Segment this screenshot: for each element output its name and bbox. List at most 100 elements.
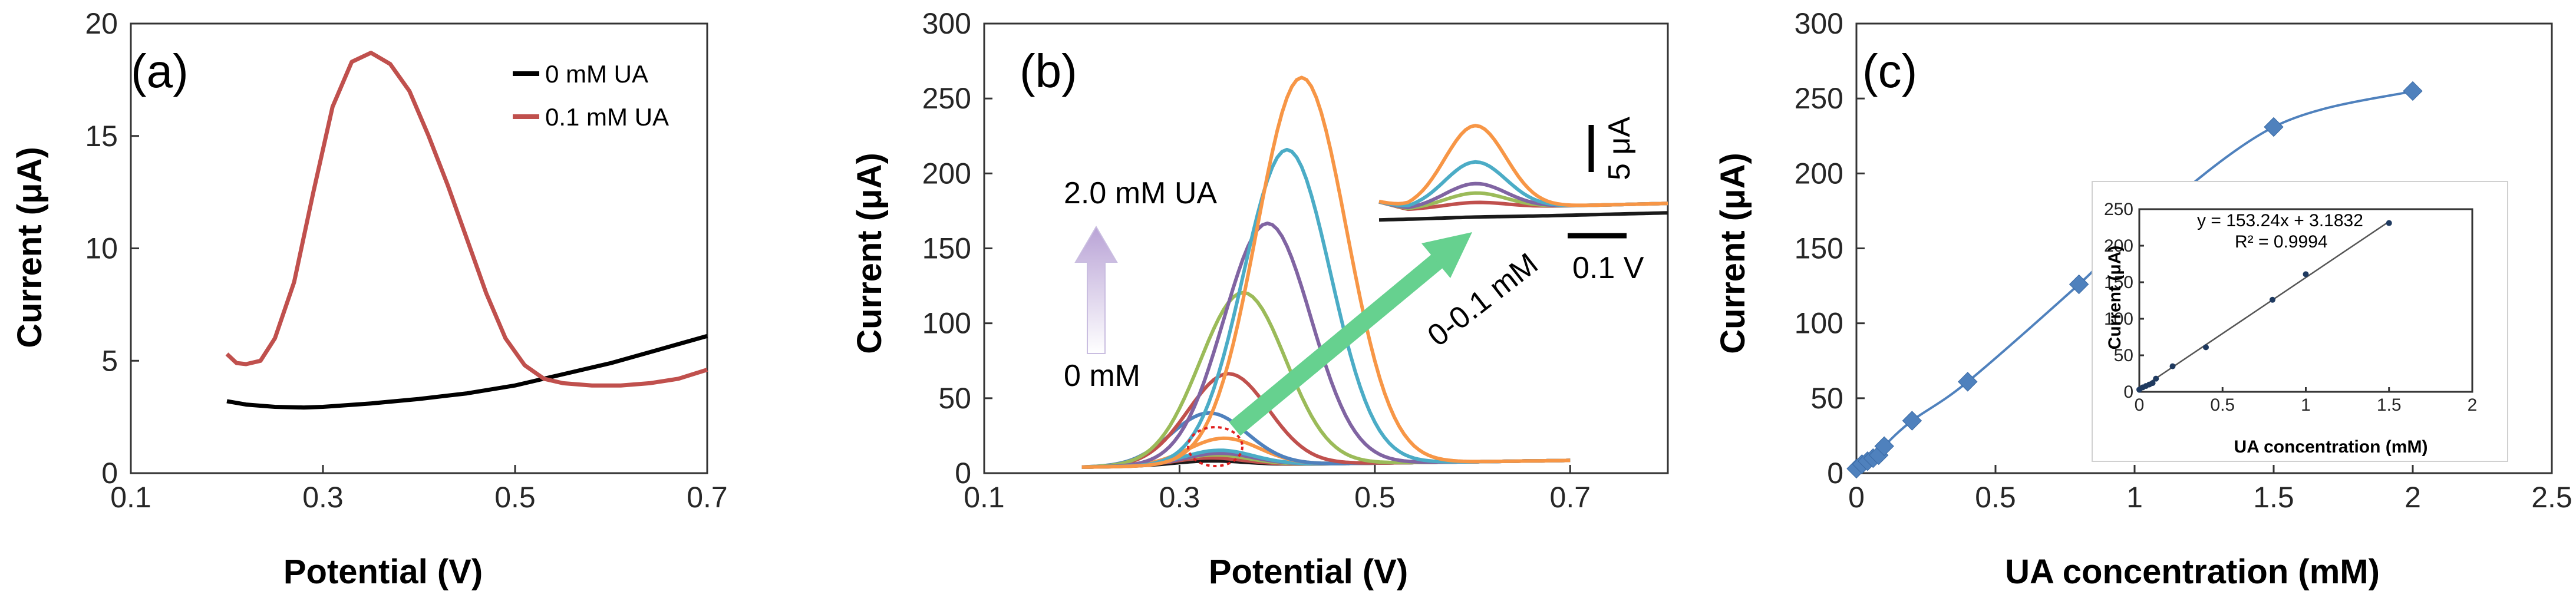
panel-a-xtick-label: 0.7 <box>687 481 728 514</box>
panel-a-plot-frame <box>130 22 708 474</box>
panel-c-xtick-label: 2 <box>2405 481 2421 514</box>
panel-b-ytick-label: 50 <box>938 382 971 415</box>
panel-c-xtick-label: 0 <box>1848 481 1865 514</box>
inset-frame <box>2092 181 2508 462</box>
panel-c-ytick-label: 250 <box>1795 82 1843 115</box>
panel-a-ytick-label: 10 <box>85 232 118 265</box>
inset-series <box>2136 220 2392 393</box>
panel-c-point-6 <box>1902 411 1922 431</box>
panel-b-axes: 0.1 0.3 0.5 0.7 0 50 100 150 200 250 300 <box>922 7 1669 514</box>
panel-c-point-7 <box>1958 372 1978 392</box>
highlight-circle <box>1187 426 1244 467</box>
panel-b-ylabel: Current (μA) <box>850 153 889 354</box>
panel-c-point-5 <box>1874 436 1894 456</box>
panel-c-xtick-label: 2.5 <box>2531 481 2572 514</box>
inset-point-10 <box>2386 220 2392 226</box>
panel-b-ytick-label: 150 <box>922 232 971 265</box>
scale-label-current: 5 μA <box>1602 117 1637 180</box>
panel-b-series-line-7 <box>1081 372 1571 469</box>
panel-a-series-line-0 <box>226 333 708 410</box>
inset-xtick-label: 2 <box>2468 395 2478 415</box>
inset-ytick-label: 0 <box>2123 382 2133 402</box>
panel-b-series-line-11 <box>1081 75 1571 469</box>
inset-xtick-label: 0.5 <box>2210 395 2235 415</box>
panel-a-series <box>225 51 708 410</box>
inset-xtick-label: 0 <box>2135 395 2145 415</box>
panel-c-label: (c) <box>1862 45 1917 97</box>
panel-c-ytick-label: 50 <box>1810 382 1843 415</box>
panel-b-inset <box>1378 124 1668 222</box>
panel-c-xtick-label: 0.5 <box>1975 481 2016 514</box>
panel-b: 0.1 0.3 0.5 0.7 0 50 100 150 200 250 300 (b) Poten… <box>850 7 1669 591</box>
panel-c-point-10 <box>2264 117 2284 137</box>
panel-a-xtick-label: 0.1 <box>110 481 151 514</box>
annotation-bottom: 0 mM <box>1064 359 1140 393</box>
panel-c-xlabel: UA concentration (mM) <box>2005 553 2380 591</box>
panel-b-xtick-label: 0.3 <box>1159 481 1200 514</box>
panel-b-inset-line-5 <box>1378 124 1668 207</box>
inset-ytick-label: 100 <box>2104 309 2133 329</box>
up-arrow-icon <box>1074 226 1118 354</box>
panel-b-label: (b) <box>1020 45 1077 97</box>
inset-ytick-label: 150 <box>2104 273 2133 292</box>
inset-axes: 0 0.5 1 1.5 2 0 50 100 150 200 250 <box>2104 200 2477 415</box>
inset-ylabel: Current (μA) <box>2105 246 2125 350</box>
inset-xtick-label: 1.5 <box>2377 395 2402 415</box>
panel-a: 0.1 0.3 0.5 0.7 0 5 10 15 20 (a) Potential (V) C… <box>11 7 728 591</box>
panel-a-ytick-label: 15 <box>85 120 118 153</box>
panel-c-series <box>1846 81 2423 479</box>
panel-a-label: (a) <box>131 45 189 97</box>
panel-c-ytick-label: 200 <box>1795 157 1843 190</box>
inset-xtick-label: 1 <box>2301 395 2311 415</box>
panel-b-xtick-label: 0.1 <box>964 481 1005 514</box>
panel-c-ytick-label: 150 <box>1795 232 1843 265</box>
inset-r2: R² = 0.9994 <box>2235 232 2328 252</box>
inset-point-5 <box>2153 375 2159 382</box>
inset-fit-line <box>2139 220 2390 391</box>
panel-b-ytick-label: 300 <box>922 7 971 40</box>
scale-label-potential: 0.1 V <box>1572 251 1644 285</box>
inset-ytick-label: 50 <box>2114 346 2133 365</box>
panel-c-point-8 <box>2069 274 2089 295</box>
panel-a-xtick-label: 0.3 <box>302 481 344 514</box>
panel-b-ytick-label: 100 <box>922 307 971 340</box>
panel-b-inset-line-0 <box>1378 211 1668 222</box>
panel-a-legend: 0 mM UA 0.1 mM UA <box>513 60 669 131</box>
panel-b-xtick-label: 0.5 <box>1354 481 1396 514</box>
panel-a-ytick-label: 5 <box>101 344 118 377</box>
panel-b-xtick-label: 0.7 <box>1550 481 1591 514</box>
inset-point-6 <box>2169 363 2176 369</box>
inset-point-9 <box>2303 271 2309 278</box>
panel-c-xtick-label: 1.5 <box>2253 481 2294 514</box>
panel-c-ytick-label: 100 <box>1795 307 1843 340</box>
panel-b-ytick-label: 0 <box>955 457 971 490</box>
inset-point-7 <box>2203 344 2209 351</box>
annotation-top: 2.0 mM UA <box>1064 176 1217 210</box>
panel-c-point-11 <box>2403 81 2423 101</box>
panel-b-series-line-8 <box>1081 290 1571 469</box>
panel-a-ytick-label: 0 <box>101 457 118 490</box>
inset-ytick-label: 250 <box>2104 200 2133 219</box>
panel-c-ytick-label: 300 <box>1795 7 1843 40</box>
panel-a-ytick-label: 20 <box>85 7 118 40</box>
panel-b-ytick-label: 250 <box>922 82 971 115</box>
panel-a-axes: 0.1 0.3 0.5 0.7 0 5 10 15 20 <box>85 7 727 514</box>
inset-ytick-label: 200 <box>2104 236 2133 256</box>
panel-c-inset: 0 0.5 1 1.5 2 0 50 100 150 200 250 y = 153.24x + 3… <box>2092 181 2508 462</box>
panel-a-xlabel: Potential (V) <box>283 553 483 591</box>
panel-b-ytick-label: 200 <box>922 157 971 190</box>
legend-text-1: 0.1 mM UA <box>545 103 669 131</box>
inset-equation: y = 153.24x + 3.1832 <box>2197 211 2363 230</box>
green-arrow-head-icon <box>1421 232 1472 278</box>
panel-b-xlabel: Potential (V) <box>1209 553 1408 591</box>
inset-point-8 <box>2270 296 2275 303</box>
panel-c-xtick-label: 1 <box>2126 481 2143 514</box>
panel-a-series-line-1 <box>225 51 708 388</box>
inset-point-4 <box>2149 380 2156 387</box>
panel-b-series <box>1081 75 1571 469</box>
panel-c-ytick-label: 0 <box>1827 457 1843 490</box>
panel-c-ylabel: Current (μA) <box>1714 153 1752 354</box>
